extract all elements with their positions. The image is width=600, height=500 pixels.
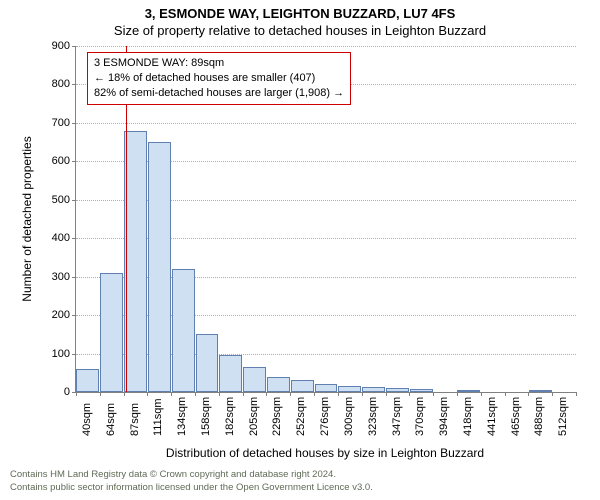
x-tick-label: 205sqm [244, 397, 260, 436]
x-tick-label: 418sqm [458, 397, 474, 436]
x-tick-label: 441sqm [482, 397, 498, 436]
histogram-bar [315, 384, 338, 392]
histogram-bar [386, 388, 409, 392]
histogram-bar [196, 334, 219, 392]
x-tick-mark [290, 392, 291, 396]
x-tick-label: 252sqm [291, 397, 307, 436]
x-tick-mark [338, 392, 339, 396]
title-line-2: Size of property relative to detached ho… [0, 23, 600, 38]
x-tick-mark [314, 392, 315, 396]
y-tick-label: 700 [52, 117, 76, 129]
histogram-bar [338, 386, 361, 392]
histogram-bar [529, 390, 552, 392]
x-tick-label: 87sqm [125, 403, 141, 436]
histogram-bar [124, 131, 147, 392]
y-tick-label: 200 [52, 309, 76, 321]
histogram-bar [267, 377, 290, 392]
y-axis-label: Number of detached properties [20, 136, 34, 301]
histogram-bar [148, 142, 171, 392]
y-tick-label: 600 [52, 155, 76, 167]
x-tick-mark [481, 392, 482, 396]
footer-line-2: Contains public sector information licen… [10, 482, 373, 494]
histogram-bar [76, 369, 99, 392]
grid-line [76, 123, 576, 124]
histogram-bar [457, 390, 480, 392]
x-tick-mark [362, 392, 363, 396]
x-tick-mark [76, 392, 77, 396]
x-tick-mark [219, 392, 220, 396]
y-tick-label: 400 [52, 232, 76, 244]
x-tick-mark [243, 392, 244, 396]
y-tick-label: 800 [52, 78, 76, 90]
callout-line-2: ← 18% of detached houses are smaller (40… [94, 71, 344, 86]
x-tick-label: 465sqm [506, 397, 522, 436]
x-tick-mark [552, 392, 553, 396]
y-tick-label: 300 [52, 271, 76, 283]
x-tick-mark [195, 392, 196, 396]
x-tick-mark [124, 392, 125, 396]
y-tick-label: 100 [52, 348, 76, 360]
y-tick-label: 0 [64, 386, 76, 398]
footer: Contains HM Land Registry data © Crown c… [10, 469, 373, 494]
callout-line-1: 3 ESMONDE WAY: 89sqm [94, 56, 344, 71]
callout-line-3: 82% of semi-detached houses are larger (… [94, 86, 344, 101]
y-tick-label: 900 [52, 40, 76, 52]
x-axis-label: Distribution of detached houses by size … [166, 446, 484, 460]
callout-box: 3 ESMONDE WAY: 89sqm ← 18% of detached h… [87, 52, 351, 105]
x-tick-label: 347sqm [387, 397, 403, 436]
histogram-bar [362, 387, 385, 392]
x-tick-mark [386, 392, 387, 396]
x-tick-mark [576, 392, 577, 396]
footer-line-1: Contains HM Land Registry data © Crown c… [10, 469, 373, 481]
x-tick-mark [505, 392, 506, 396]
x-tick-mark [171, 392, 172, 396]
x-tick-label: 229sqm [267, 397, 283, 436]
x-tick-label: 134sqm [172, 397, 188, 436]
title-line-1: 3, ESMONDE WAY, LEIGHTON BUZZARD, LU7 4F… [0, 6, 600, 21]
x-tick-label: 64sqm [101, 403, 117, 436]
chart-container: 3, ESMONDE WAY, LEIGHTON BUZZARD, LU7 4F… [0, 0, 600, 500]
x-tick-label: 512sqm [553, 397, 569, 436]
x-tick-label: 323sqm [363, 397, 379, 436]
x-tick-label: 276sqm [315, 397, 331, 436]
x-tick-mark [409, 392, 410, 396]
grid-line [76, 46, 576, 47]
x-tick-label: 370sqm [410, 397, 426, 436]
x-tick-label: 394sqm [434, 397, 450, 436]
x-tick-mark [266, 392, 267, 396]
x-tick-mark [147, 392, 148, 396]
histogram-bar [172, 269, 195, 392]
x-tick-label: 300sqm [339, 397, 355, 436]
histogram-bar [291, 380, 314, 392]
y-tick-label: 500 [52, 194, 76, 206]
x-tick-label: 488sqm [529, 397, 545, 436]
x-tick-label: 182sqm [220, 397, 236, 436]
x-tick-label: 40sqm [77, 403, 93, 436]
x-tick-mark [433, 392, 434, 396]
histogram-bar [219, 355, 242, 392]
histogram-bar [410, 389, 433, 392]
x-tick-mark [528, 392, 529, 396]
histogram-bar [243, 367, 266, 392]
x-tick-mark [457, 392, 458, 396]
x-tick-label: 158sqm [196, 397, 212, 436]
x-tick-label: 111sqm [148, 398, 164, 436]
histogram-bar [100, 273, 123, 392]
x-tick-mark [100, 392, 101, 396]
title-block: 3, ESMONDE WAY, LEIGHTON BUZZARD, LU7 4F… [0, 6, 600, 38]
